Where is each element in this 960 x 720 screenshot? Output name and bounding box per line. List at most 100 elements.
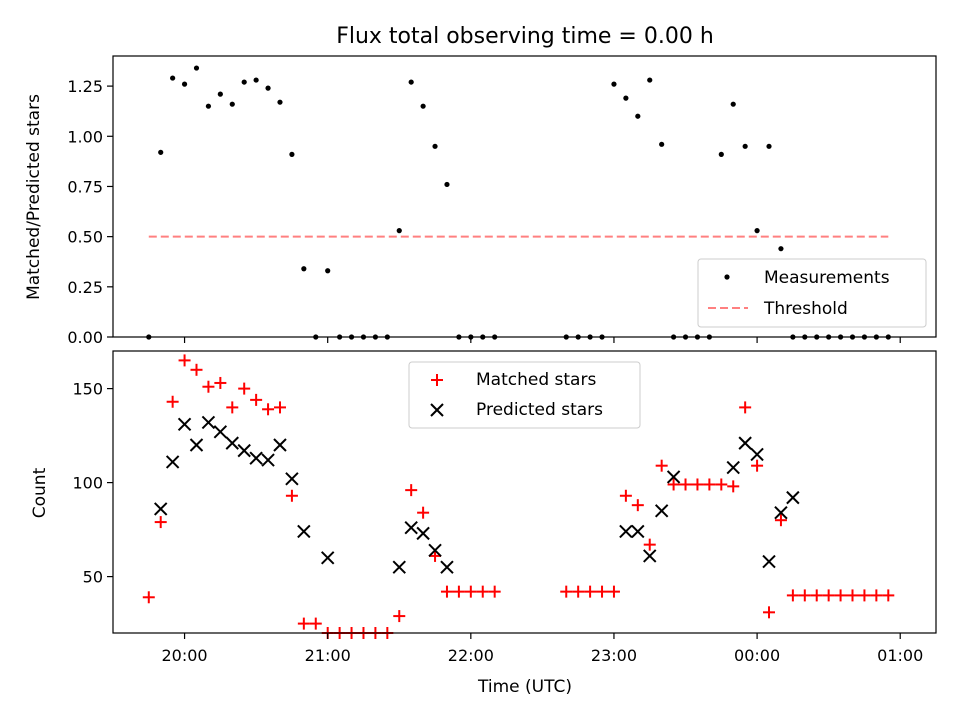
matched-star-point: [619, 489, 632, 502]
predicted-star-point: [619, 524, 633, 539]
matched-star-point: [429, 549, 442, 562]
measurement-point: [325, 268, 331, 274]
matched-star-point: [834, 589, 847, 602]
matched-star-point: [440, 585, 453, 598]
time-axis-ticks: 20:00 21:00 22:00 23:00 00:00 01:00: [162, 633, 923, 665]
predicted-star-point: [237, 443, 251, 458]
measurement-point: [241, 79, 247, 85]
measurement-point: [217, 91, 223, 97]
measurement-point: [420, 103, 426, 109]
matched-star-point: [178, 354, 191, 367]
matched-star-point: [607, 585, 620, 598]
measurement-point: [754, 228, 760, 234]
matched-star-point: [786, 589, 799, 602]
ratio-y-tick-label: 1.25: [67, 77, 103, 96]
measurement-point: [647, 77, 653, 83]
matched-star-point: [846, 589, 859, 602]
measurement-point: [205, 103, 212, 109]
matched-star-point: [273, 401, 286, 414]
predicted-star-point: [440, 560, 454, 574]
matched-star-point: [667, 478, 680, 491]
predicted-star-point: [201, 415, 216, 430]
predicted-star-point: [750, 447, 764, 462]
measurement-point: [277, 99, 283, 105]
count-y-tick-label: 150: [72, 380, 103, 399]
matched-star-point: [166, 395, 179, 408]
matched-star-point: [405, 484, 418, 497]
measurement-point: [301, 266, 307, 272]
measurement-point: [742, 143, 748, 149]
predicted-star-point: [666, 470, 681, 484]
time-x-tick-label: 22:00: [448, 646, 494, 665]
matched-star-point: [715, 478, 728, 491]
matched-star-point: [751, 459, 764, 472]
matched-star-point: [679, 478, 692, 491]
matched-star-point: [798, 589, 811, 602]
count-legend: Matched stars Predicted stars: [408, 361, 641, 429]
measurement-point: [623, 95, 629, 101]
measurements-legend-label: Measurements: [764, 268, 890, 288]
matched-star-point: [214, 376, 227, 389]
threshold-legend-label: Threshold: [763, 299, 848, 319]
count-y-tick-label: 50: [83, 568, 103, 587]
predicted-star-point: [654, 504, 669, 518]
predicted-star-point: [261, 453, 275, 467]
measurement-point: [265, 85, 271, 91]
predicted-star-point: [643, 549, 657, 563]
matched-star-point: [822, 589, 835, 602]
ratio-y-tick-label: 1.00: [67, 127, 103, 146]
matched-star-point: [882, 589, 895, 602]
measurement-point: [396, 228, 402, 234]
matched-star-point: [631, 499, 644, 512]
matched-star-point: [452, 585, 465, 598]
measurement-point: [432, 143, 438, 149]
matched-star-point: [464, 585, 477, 598]
time-x-tick-label: 20:00: [162, 646, 208, 665]
measurement-point: [444, 181, 450, 188]
matched-star-point: [297, 617, 310, 630]
chart-title: Flux total observing time = 0.00 h: [336, 24, 714, 49]
predicted-star-point: [225, 436, 239, 450]
measurement-point: [778, 246, 784, 252]
matched-star-point: [763, 606, 776, 619]
time-x-tick-label: 00:00: [734, 646, 780, 665]
matched-star-point: [727, 480, 740, 493]
time-x-tick-label: 21:00: [305, 646, 351, 665]
measurement-point: [289, 151, 295, 157]
predicted-star-point: [404, 521, 418, 535]
measurement-point: [229, 101, 235, 107]
predicted-star-point: [165, 455, 180, 469]
measurement-point: [408, 79, 414, 85]
matched-star-point: [309, 617, 322, 630]
predicted-star-point: [297, 524, 311, 539]
measurement-point: [181, 81, 188, 87]
ratio-legend-box: [697, 258, 927, 328]
measurement-point: [253, 77, 259, 83]
matched-star-point: [202, 380, 215, 393]
matched-star-point: [250, 393, 263, 406]
matched-star-point: [154, 516, 167, 529]
predicted-star-point: [428, 543, 442, 557]
ratio-legend: Measurements Threshold: [697, 258, 927, 328]
matched-star-point: [262, 403, 275, 416]
matched-star-point: [703, 478, 716, 491]
measurement-point: [718, 151, 724, 157]
matched-star-point: [691, 478, 704, 491]
matched-star-point: [285, 489, 298, 502]
matched-star-point: [739, 401, 752, 414]
predicted-stars-legend-marker: [430, 403, 444, 417]
predicted-star-point: [189, 438, 204, 452]
time-x-tick-label: 23:00: [591, 646, 637, 665]
count-y-axis-label: Count: [30, 467, 50, 518]
count-legend-box: [408, 361, 641, 429]
matched-star-point: [810, 589, 823, 602]
matched-star-point: [870, 589, 883, 602]
matched-star-point: [858, 589, 871, 602]
matched-stars-legend-marker: [431, 374, 443, 386]
measurement-point: [635, 113, 641, 119]
ratio-y-tick-label: 0.00: [67, 328, 103, 347]
predicted-star-point: [285, 472, 299, 486]
matched-star-point: [476, 585, 489, 598]
